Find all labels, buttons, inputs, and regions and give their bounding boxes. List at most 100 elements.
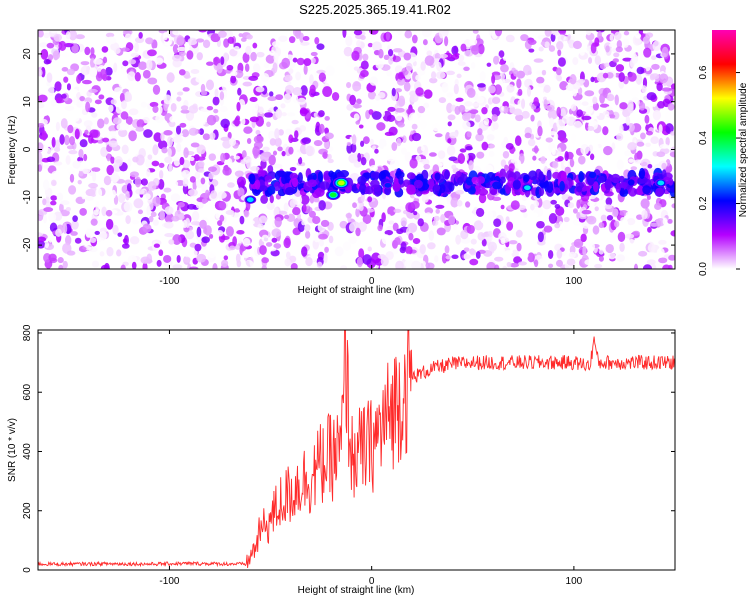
- heatmap-cell: [164, 233, 175, 238]
- heatmap-cell: [93, 58, 103, 65]
- heatmap-cell: [590, 42, 597, 54]
- heatmap-cell: [48, 85, 55, 97]
- heatmap-cell: [606, 93, 615, 102]
- heatmap-cell: [52, 50, 61, 60]
- heatmap-cell: [599, 103, 610, 108]
- heatmap-cell: [463, 247, 470, 252]
- heatmap-cell: [661, 46, 669, 58]
- heatmap-cell: [198, 30, 208, 33]
- heatmap-cell: [246, 34, 253, 40]
- heatmap-cell: [385, 31, 391, 41]
- heatmap-cell: [572, 40, 582, 50]
- heatmap-cell: [482, 256, 487, 266]
- heatmap-cell: [521, 110, 530, 119]
- heatmap-cell: [233, 155, 241, 160]
- heatmap-cell: [468, 249, 477, 256]
- heatmap-cell: [105, 186, 110, 198]
- heatmap-cell: [576, 109, 584, 118]
- heatmap-cell: [576, 199, 581, 209]
- heatmap-cell: [342, 241, 351, 251]
- heatmap-cell: [451, 45, 459, 56]
- heatmap-cell: [196, 38, 205, 43]
- heatmap-cell: [244, 63, 250, 73]
- heatmap-cell: [271, 237, 278, 243]
- heatmap-cell: [586, 30, 592, 36]
- heatmap-cell: [89, 237, 97, 244]
- heatmap-cell: [77, 179, 82, 185]
- heatmap-cell: [498, 232, 507, 241]
- heatmap-cell: [230, 75, 237, 84]
- heatmap-cell: [190, 221, 200, 226]
- heatmap-cell: [356, 98, 362, 105]
- heatmap-cell: [38, 258, 45, 267]
- heatmap-cell: [340, 265, 348, 269]
- heatmap-cell: [582, 245, 587, 256]
- heatmap-cell: [670, 230, 675, 237]
- heatmap-cell: [487, 210, 494, 221]
- heatmap-cell: [305, 256, 313, 267]
- heatmap-cell: [112, 224, 119, 235]
- band-cell: [499, 188, 506, 195]
- heatmap-cell: [613, 52, 620, 58]
- heatmap-cell: [375, 60, 384, 70]
- heatmap-cell: [284, 84, 295, 94]
- heatmap-cell: [50, 179, 57, 187]
- heatmap-cell: [283, 93, 292, 104]
- heatmap-cell: [395, 114, 403, 122]
- heatmap-cell: [249, 96, 258, 102]
- heatmap-cell: [469, 109, 479, 115]
- heatmap-cell: [58, 40, 67, 51]
- heatmap-cell: [38, 164, 43, 172]
- heatmap-cell: [75, 34, 85, 40]
- heatmap-cell: [602, 126, 609, 136]
- heatmap-cell: [50, 195, 58, 201]
- heatmap-cell: [127, 71, 136, 82]
- heatmap-cell: [528, 48, 535, 53]
- heatmap-cell: [646, 92, 657, 101]
- heatmap-cell: [486, 134, 495, 141]
- heatmap-cell: [436, 61, 442, 72]
- heatmap-cell: [292, 57, 298, 63]
- heatmap-cell: [618, 72, 625, 83]
- heatmap-cell: [581, 209, 592, 215]
- heatmap-cell: [158, 179, 165, 190]
- heatmap-cell: [106, 36, 117, 45]
- heatmap-cell: [323, 140, 330, 149]
- heatmap-cell: [79, 96, 86, 102]
- heatmap-cell: [446, 92, 454, 98]
- heatmap-cell: [429, 77, 438, 84]
- heatmap-cell: [168, 239, 175, 245]
- heatmap-cell: [125, 116, 133, 125]
- heatmap-cell: [256, 51, 265, 58]
- heatmap-cell: [179, 122, 187, 128]
- heatmap-cell: [89, 129, 99, 138]
- heatmap-cell: [469, 38, 478, 46]
- heatmap-cell: [510, 158, 516, 163]
- heatmap-cell: [477, 43, 485, 55]
- y-tick-label: -10: [22, 190, 33, 205]
- heatmap-cell: [176, 46, 187, 52]
- heatmap-cell: [311, 57, 316, 64]
- heatmap-cell: [445, 262, 451, 269]
- heatmap-cell: [71, 220, 79, 230]
- heatmap-cell: [46, 156, 56, 163]
- heatmap-cell: [171, 251, 180, 257]
- heatmap-cell: [155, 114, 164, 123]
- heatmap-cell: [585, 106, 594, 115]
- heatmap-cell: [269, 91, 274, 97]
- heatmap-cell: [39, 42, 48, 48]
- heatmap-cell: [506, 221, 514, 231]
- heatmap-cell: [222, 139, 232, 149]
- heatmap-cell: [403, 81, 411, 92]
- heatmap-cell: [227, 131, 232, 140]
- heatmap-cell: [229, 137, 237, 147]
- heatmap-cell: [105, 66, 113, 76]
- heatmap-cell: [79, 86, 86, 96]
- band-cell: [339, 170, 350, 178]
- heatmap-cell: [237, 163, 247, 173]
- band-cell: [638, 167, 646, 180]
- band-cell: [249, 173, 256, 185]
- heatmap-cell: [81, 191, 87, 200]
- heatmap-cell: [367, 42, 373, 48]
- heatmap-cell: [143, 193, 151, 200]
